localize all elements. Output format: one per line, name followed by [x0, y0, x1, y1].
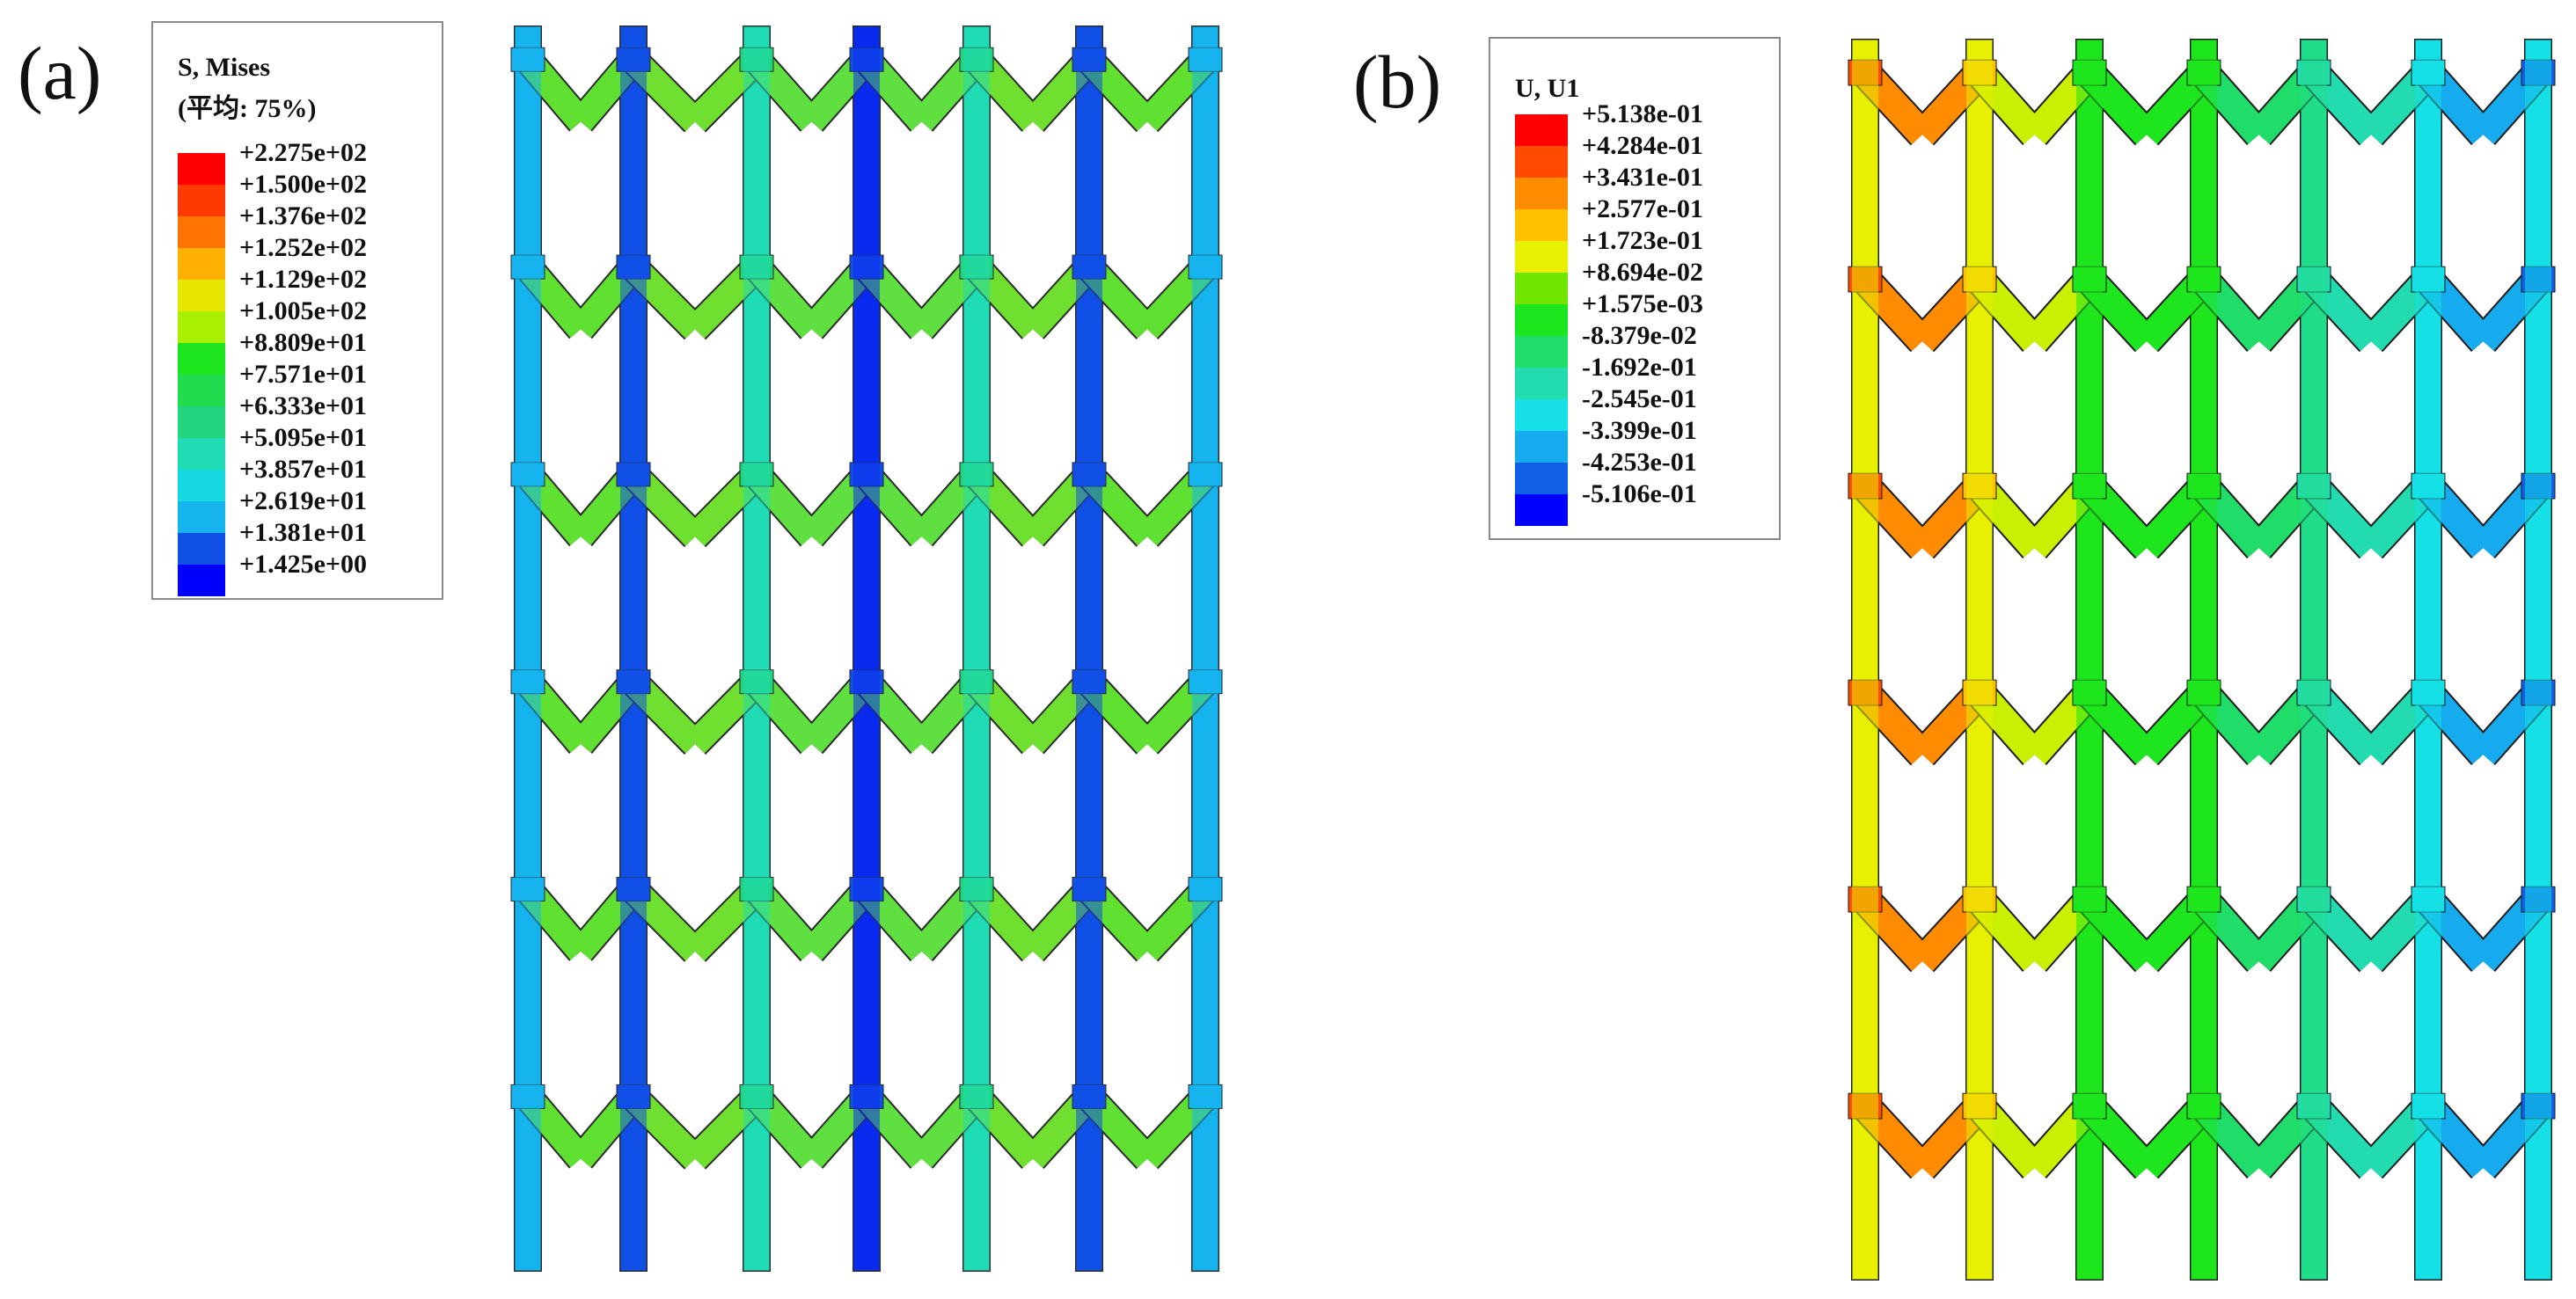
panel-b-label: (b)	[1353, 40, 1442, 124]
panel-a-legend-label: +3.857e+01	[239, 455, 368, 484]
panel-b-legend-label: -4.253e-01	[1582, 448, 1697, 477]
panel-a-legend-label: +1.005e+02	[239, 296, 368, 325]
panel-a-legend-label: +2.619e+01	[239, 486, 368, 515]
panel-a-vertical-strut-overlay	[1192, 26, 1218, 1271]
panel-b-vertical-strut-overlay	[2191, 40, 2217, 1280]
panel-a-legend-swatch	[178, 375, 225, 406]
panel-b-legend-swatch	[1515, 368, 1568, 399]
panel-b-legend-label: -5.106e-01	[1582, 479, 1697, 508]
panel-b-legend-swatch	[1515, 494, 1568, 526]
panel-a-legend-swatch	[178, 565, 225, 596]
panel-b-legend-swatch	[1515, 241, 1568, 273]
panel-b-legend-label: +1.575e-03	[1582, 289, 1703, 318]
panel-b-legend-swatch	[1515, 431, 1568, 463]
panel-a-legend-label: +6.333e+01	[239, 391, 368, 420]
panel-b-legend-swatch	[1515, 463, 1568, 494]
panel-b-legend-swatch	[1515, 273, 1568, 304]
panel-b-legend-swatch	[1515, 209, 1568, 241]
panel-a-label: (a)	[18, 31, 102, 115]
panel-a-legend-label: +1.425e+00	[239, 550, 368, 579]
panel-a-legend-label: +8.809e+01	[239, 328, 368, 357]
panel-b-vertical-strut-overlay	[2301, 40, 2327, 1280]
panel-a-vertical-strut-overlay	[743, 26, 770, 1271]
panel-a-legend-swatch	[178, 280, 225, 311]
panel-a-legend-label: +1.376e+02	[239, 201, 368, 230]
panel-a-vertical-strut-overlay	[515, 26, 541, 1271]
panel-b-vertical-strut-overlay	[1852, 40, 1878, 1280]
panel-b-legend-label: -8.379e-02	[1582, 321, 1697, 350]
panel-b-vertical-strut-overlay	[2076, 40, 2103, 1280]
panel-a-legend-title: S, Mises	[178, 53, 270, 82]
panel-a-legend-swatch	[178, 248, 225, 280]
panel-a-legend-swatch	[178, 185, 225, 216]
panel-a-legend-swatch	[178, 438, 225, 470]
panel-b-legend-label: +1.723e-01	[1582, 226, 1703, 255]
panel-a-legend-label: +5.095e+01	[239, 423, 368, 452]
panel-b-vertical-strut-overlay	[1966, 40, 1993, 1280]
panel-a-vertical-strut-overlay	[1076, 26, 1102, 1271]
panel-a-legend-label: +2.275e+02	[239, 138, 368, 167]
panel-a-legend-label: +7.571e+01	[239, 360, 368, 389]
panel-a-legend-label: +1.500e+02	[239, 170, 368, 199]
panel-b-legend-label: -2.545e-01	[1582, 384, 1697, 413]
panel-a-vertical-strut-overlay	[853, 26, 880, 1271]
panel-b-legend-swatch	[1515, 399, 1568, 431]
panel-a-legend-label: +1.252e+02	[239, 233, 368, 262]
panel-b-legend-swatch	[1515, 114, 1568, 146]
panel-b-legend-title: U, U1	[1515, 74, 1580, 103]
panel-b-legend-label: +8.694e-02	[1582, 258, 1703, 287]
panel-a-legend-swatch	[178, 343, 225, 375]
panel-a-legend-swatch	[178, 501, 225, 533]
panel-b-legend-label: -1.692e-01	[1582, 353, 1697, 382]
panel-a-legend: S, Mises (平均: 75%) +2.275e+02 +1.500e+02 +…	[151, 21, 443, 600]
panel-a-legend-swatch	[178, 470, 225, 501]
panel-a-legend-swatch	[178, 311, 225, 343]
panel-b-lattice	[1848, 39, 2556, 1281]
panel-a-legend-swatch	[178, 406, 225, 438]
panel-b-legend-label: -3.399e-01	[1582, 416, 1697, 445]
panel-a-vertical-strut-overlay	[963, 26, 990, 1271]
panel-a-legend-swatch	[178, 533, 225, 565]
panel-b-legend-swatch	[1515, 304, 1568, 336]
panel-b-legend: U, U1 +5.138e-01 +4.284e-01 +3.431e-01 +2.5…	[1489, 37, 1781, 540]
panel-b-vertical-strut-overlay	[2415, 40, 2441, 1280]
panel-a-legend-label: +1.381e+01	[239, 518, 368, 547]
panel-a-legend-swatch	[178, 216, 225, 248]
panel-b-legend-label: +5.138e-01	[1582, 99, 1703, 128]
panel-a-vertical-strut-overlay	[620, 26, 647, 1271]
panel-a-legend-swatch	[178, 153, 225, 185]
panel-b-legend-swatch	[1515, 336, 1568, 368]
panel-b-vertical-strut-overlay	[2525, 40, 2551, 1280]
panel-a-lattice	[510, 26, 1223, 1272]
panel-b-legend-swatch	[1515, 146, 1568, 178]
panel-b-legend-label: +4.284e-01	[1582, 131, 1703, 160]
panel-b-legend-label: +3.431e-01	[1582, 163, 1703, 192]
panel-a-legend-subtitle: (平均: 75%)	[178, 94, 317, 123]
panel-a-legend-label: +1.129e+02	[239, 265, 368, 294]
panel-b-legend-swatch	[1515, 178, 1568, 209]
panel-b-legend-label: +2.577e-01	[1582, 194, 1703, 223]
